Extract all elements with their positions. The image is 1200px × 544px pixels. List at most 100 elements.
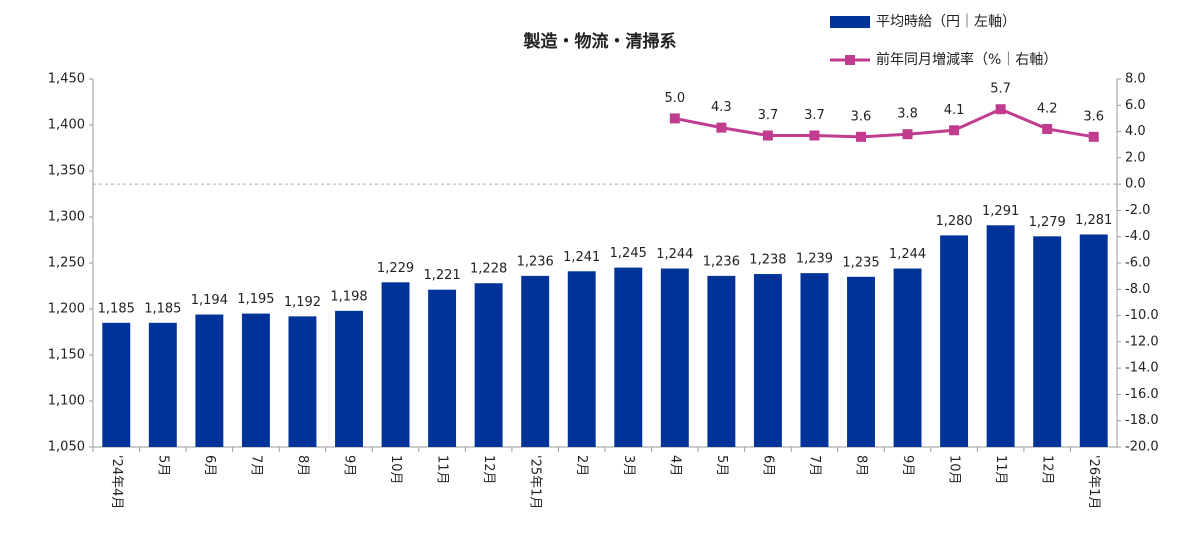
x-tick-label: 5月: [714, 455, 729, 476]
line-value-label: 4.1: [944, 103, 965, 118]
bar-value-label: 1,192: [284, 295, 321, 310]
bar-value-label: 1,228: [470, 262, 507, 277]
x-tick-label: 9月: [342, 455, 357, 476]
y2-tick-label: -2.0: [1125, 203, 1150, 218]
bar-value-label: 1,238: [749, 253, 786, 268]
x-tick-label: 5月: [155, 455, 170, 476]
x-tick-label: 10月: [947, 455, 962, 485]
x-tick-label: 12月: [1040, 455, 1055, 485]
bar-value-label: 1,236: [517, 254, 554, 269]
line-marker: [995, 104, 1006, 115]
x-tick-label: 3月: [621, 455, 636, 476]
bar-value-label: 1,185: [144, 301, 181, 316]
y2-tick-label: -10.0: [1125, 308, 1159, 323]
legend-swatch: [830, 16, 870, 28]
y2-tick-label: -18.0: [1125, 413, 1159, 428]
bar-value-label: 1,244: [889, 247, 926, 262]
y-tick-label: 1,100: [48, 394, 85, 409]
bar: [335, 310, 363, 447]
y2-tick-label: -14.0: [1125, 361, 1159, 376]
bar: [614, 267, 643, 447]
bar: [1079, 234, 1108, 447]
legend-label: 前年同月増減率（%｜右軸）: [876, 51, 1057, 68]
bar: [428, 289, 457, 447]
line-marker: [716, 122, 727, 133]
bar-value-label: 1,194: [191, 293, 228, 308]
bar-value-label: 1,281: [1075, 213, 1112, 228]
y-tick-label: 1,300: [48, 210, 85, 225]
y-tick-label: 1,450: [48, 72, 85, 87]
bar: [847, 276, 875, 447]
x-tick-label: 6月: [760, 455, 775, 476]
bar: [474, 283, 503, 447]
bar-value-label: 1,279: [1029, 215, 1066, 230]
x-tick-label: 6月: [202, 455, 217, 476]
bar: [195, 314, 224, 447]
y2-tick-label: -4.0: [1125, 229, 1150, 244]
bar: [102, 322, 131, 447]
bar: [893, 268, 922, 447]
line-marker: [762, 130, 773, 141]
y2-tick-label: 8.0: [1125, 72, 1146, 87]
x-tick-label: 4月: [667, 455, 682, 476]
y-tick-label: 1,150: [48, 348, 85, 363]
line-value-label: 5.7: [990, 82, 1011, 97]
line-value-label: 3.7: [758, 108, 779, 123]
x-tick-label: 8月: [854, 455, 869, 476]
y2-tick-label: -16.0: [1125, 387, 1159, 402]
y-tick-label: 1,400: [48, 118, 85, 133]
x-tick-label: 2月: [574, 455, 589, 476]
y-tick-label: 1,350: [48, 164, 85, 179]
bar: [660, 268, 689, 447]
bar-value-label: 1,245: [610, 246, 647, 261]
bar-value-label: 1,185: [98, 301, 135, 316]
y-tick-label: 1,200: [48, 302, 85, 317]
y2-tick-label: 2.0: [1125, 150, 1146, 165]
bar-value-label: 1,236: [703, 254, 740, 269]
bar-value-label: 1,291: [982, 204, 1019, 219]
y2-tick-label: 0.0: [1125, 177, 1146, 192]
bar-value-label: 1,221: [423, 268, 460, 283]
x-tick-label: 11月: [435, 455, 450, 485]
bar-value-label: 1,229: [377, 261, 414, 276]
line-value-label: 3.6: [1083, 109, 1104, 124]
x-tick-label: 7月: [248, 455, 263, 476]
bar: [1033, 236, 1062, 447]
bar-value-label: 1,280: [935, 214, 972, 229]
bar: [800, 273, 829, 447]
y-tick-label: 1,250: [48, 256, 85, 271]
bar: [241, 313, 270, 447]
x-tick-label: 9月: [900, 455, 915, 476]
x-tick-label: 8月: [295, 455, 310, 476]
line-value-label: 3.8: [897, 107, 918, 122]
bar-value-label: 1,195: [237, 292, 274, 307]
x-tick-label: 11月: [993, 455, 1008, 485]
line-value-label: 4.3: [711, 100, 732, 115]
line-value-label: 3.6: [851, 109, 872, 124]
bar: [521, 275, 550, 447]
bar: [753, 274, 782, 447]
line-marker: [669, 113, 680, 124]
bar: [707, 275, 736, 447]
bar: [148, 322, 177, 447]
chart-title: 製造・物流・清掃系: [523, 31, 677, 52]
legend-label: 平均時給（円｜左軸）: [876, 14, 1016, 30]
line-marker: [809, 130, 820, 141]
legend-swatch-marker: [845, 55, 855, 65]
line-marker: [856, 131, 866, 142]
y-tick-label: 1,050: [48, 440, 85, 455]
bar-value-label: 1,198: [330, 289, 367, 304]
x-tick-label: '26年1月: [1086, 455, 1101, 509]
bar: [288, 316, 317, 447]
line-marker: [949, 125, 960, 136]
y2-tick-label: -8.0: [1125, 282, 1150, 297]
line-marker: [1042, 123, 1053, 134]
y2-tick-label: -6.0: [1125, 256, 1150, 271]
x-tick-label: 7月: [807, 455, 822, 476]
line-value-label: 5.0: [664, 91, 685, 106]
bar: [940, 235, 969, 447]
bar: [986, 225, 1015, 447]
line-value-label: 4.2: [1037, 101, 1058, 116]
y2-tick-label: -20.0: [1125, 440, 1159, 455]
